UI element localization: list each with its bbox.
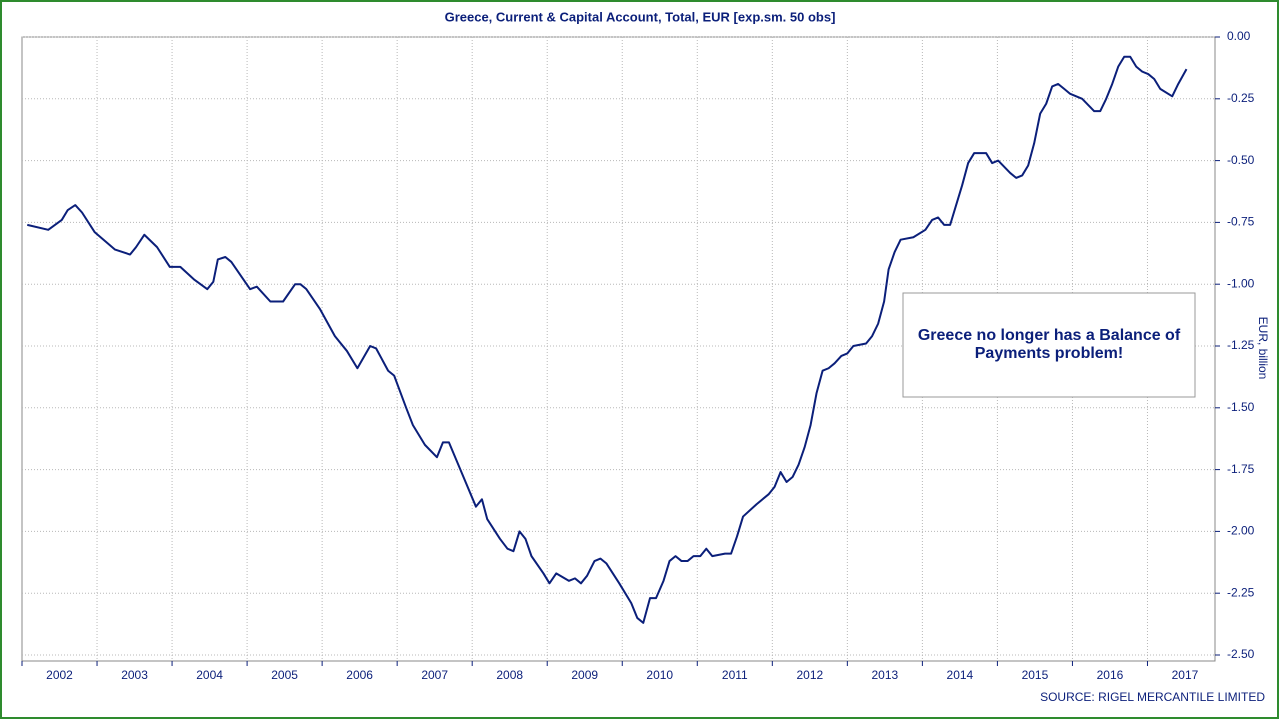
annotation: Greece no longer has a Balance of Paymen… [917,327,1181,362]
x-tick-label: 2012 [796,668,823,682]
annotation-box [902,292,1196,398]
x-tick-label: 2007 [421,668,448,682]
y-tick-label: -0.75 [1227,215,1255,229]
y-tick-label: -2.25 [1227,585,1255,599]
x-tick-label: 2005 [271,668,298,682]
y-tick-label: -1.25 [1227,338,1255,352]
y-axis-label: EUR, billion [1256,317,1270,380]
x-tick-label: 2010 [646,668,673,682]
x-tick-label: 2008 [496,668,523,682]
x-tick-label: 2004 [196,668,223,682]
y-tick-label: -0.25 [1227,91,1255,105]
y-tick-label: 0.00 [1227,29,1251,43]
x-tick-label: 2003 [121,668,148,682]
x-tick-label: 2015 [1022,668,1049,682]
y-tick-label: -1.75 [1227,462,1255,476]
marks [27,55,1188,624]
chart-title: Greece, Current & Capital Account, Total… [445,9,836,24]
x-tick-label: 2014 [947,668,974,682]
x-tick-label: 2017 [1172,668,1199,682]
annotation-holder: Greece no longer has a Balance of Paymen… [917,327,1181,362]
y-tick-label: -2.50 [1227,647,1255,661]
y-tick-label: -2.00 [1227,524,1255,538]
x-tick-label: 2002 [46,668,73,682]
y-tick-label: -1.50 [1227,400,1255,414]
y-tick-label: -0.50 [1227,153,1255,167]
x-tick-label: 2011 [722,668,748,682]
y-tick-label: -1.00 [1227,276,1255,290]
x-tick-label: 2009 [571,668,598,682]
source: SOURCE: RIGEL MERCANTILE LIMITED [1040,690,1265,704]
x-tick-label: 2006 [346,668,373,682]
series-line [27,55,1188,624]
x-tick-label: 2016 [1097,668,1124,682]
x-tick-label: 2013 [872,668,899,682]
plot-frame [21,36,1216,662]
